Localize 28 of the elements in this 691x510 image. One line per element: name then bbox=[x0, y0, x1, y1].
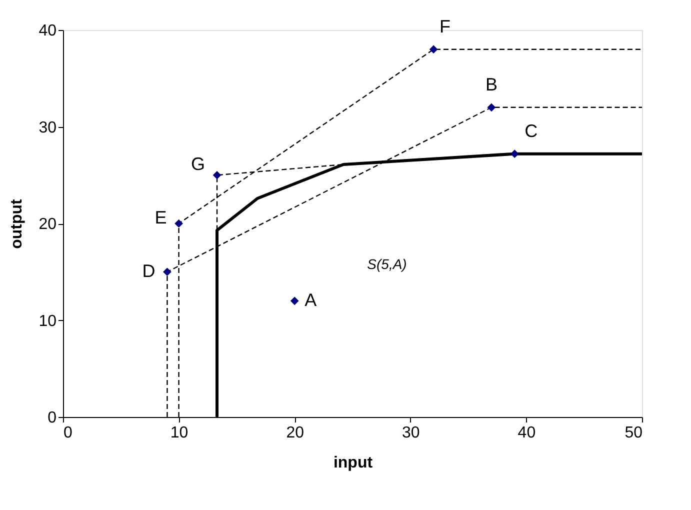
y-tick-label: 40 bbox=[38, 22, 57, 40]
point bbox=[429, 45, 438, 54]
point bbox=[290, 296, 299, 306]
annotation: F bbox=[440, 16, 451, 36]
y-tick-label: 20 bbox=[38, 216, 57, 233]
x-tick-label: 50 bbox=[624, 424, 643, 442]
annotation: B bbox=[485, 74, 498, 94]
x-tick-label: 40 bbox=[518, 424, 536, 442]
annotation: E bbox=[154, 208, 167, 228]
x-tick-label: 10 bbox=[170, 424, 188, 442]
point bbox=[487, 103, 496, 112]
y-tick-label: 10 bbox=[38, 312, 57, 330]
y-axis-title: output bbox=[8, 198, 26, 249]
annotation: G bbox=[191, 154, 206, 174]
annotation: A bbox=[304, 290, 317, 310]
y-tick-label: 0 bbox=[48, 410, 57, 426]
x-tick-label: 20 bbox=[286, 424, 304, 442]
point bbox=[212, 170, 222, 180]
x-axis-title: input bbox=[333, 454, 374, 472]
annotation: S(5,A) bbox=[367, 256, 407, 272]
point bbox=[510, 150, 519, 158]
point bbox=[174, 219, 183, 228]
annotation: C bbox=[524, 120, 538, 141]
x-tick-label: 30 bbox=[402, 424, 420, 442]
point bbox=[163, 268, 172, 276]
annotation: D bbox=[142, 260, 156, 281]
x-tick-label: 0 bbox=[64, 424, 72, 442]
y-tick-label: 30 bbox=[38, 119, 57, 136]
